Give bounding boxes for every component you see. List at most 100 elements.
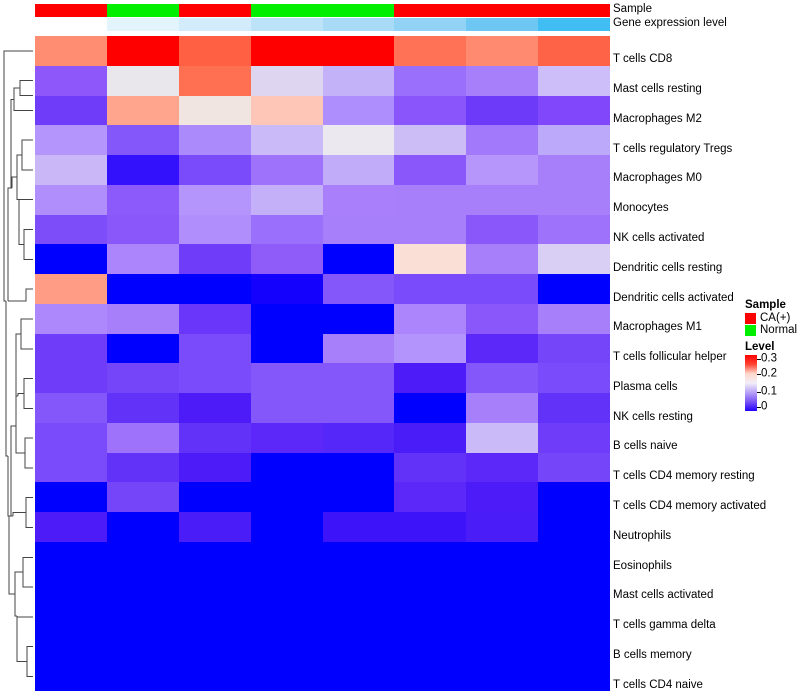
heatmap-row-label: Macrophages M2 — [613, 112, 702, 125]
heatmap-row — [35, 274, 610, 304]
heatmap-row-label: Dendritic cells resting — [613, 261, 723, 274]
heatmap-cell — [322, 631, 395, 662]
heatmap-cell — [250, 303, 323, 334]
heatmap-cell — [35, 333, 107, 364]
heatmap-cell — [250, 601, 323, 632]
level-tick-mark — [757, 392, 761, 394]
gene-expression-cell-7 — [466, 18, 539, 31]
gene-expression-cell-8 — [538, 18, 610, 31]
heatmap-cell — [178, 184, 251, 215]
heatmap-cell — [250, 244, 323, 275]
heatmap-cell — [250, 125, 323, 156]
sample-legend-item: Normal — [745, 324, 800, 336]
heatmap-cell — [394, 661, 467, 691]
heatmap-cell — [250, 452, 323, 483]
heatmap-cell — [106, 363, 179, 394]
heatmap-cell — [250, 661, 323, 691]
heatmap-row-label: T cells regulatory Tregs — [613, 142, 733, 155]
sample-annotation-cell-5 — [322, 4, 395, 17]
heatmap-cell — [394, 571, 467, 602]
heatmap-row — [35, 422, 610, 453]
heatmap-cell — [466, 274, 539, 304]
heatmap-cell — [250, 36, 323, 66]
heatmap-cell — [106, 155, 179, 185]
heatmap-cell — [466, 482, 539, 513]
heatmap-cell — [178, 452, 251, 483]
heatmap-cell — [106, 631, 179, 662]
heatmap-cell — [322, 95, 395, 126]
heatmap-cell — [538, 393, 610, 423]
heatmap-cell — [394, 333, 467, 364]
heatmap-cell — [322, 274, 395, 304]
heatmap-cell — [538, 125, 610, 156]
heatmap-cell — [35, 303, 107, 334]
sample-annotation-label: Sample — [613, 3, 652, 15]
heatmap-cell — [394, 363, 467, 394]
heatmap-row-label: Eosinophils — [613, 559, 672, 572]
heatmap-cell — [394, 393, 467, 423]
level-tick-mark — [757, 407, 761, 408]
heatmap-row-label: B cells memory — [613, 648, 692, 661]
heatmap-row-label: Dendritic cells activated — [613, 291, 734, 304]
gene-expression-cell-1 — [35, 18, 107, 31]
heatmap-cell — [322, 333, 395, 364]
heatmap-cell — [178, 303, 251, 334]
heatmap-cell — [538, 244, 610, 275]
heatmap-row — [35, 393, 610, 423]
sample-legend-label: Normal — [760, 324, 798, 336]
heatmap-cell — [178, 631, 251, 662]
level-tick-label: 0.1 — [761, 385, 777, 398]
legend-panel: Sample CA(+) Normal Level 0.3 0.2 0.1 0 — [745, 299, 800, 412]
heatmap-row — [35, 542, 610, 572]
heatmap-cell — [322, 184, 395, 215]
heatmap-cell — [466, 184, 539, 215]
heatmap-cell — [250, 274, 323, 304]
level-tick-label: 0.2 — [761, 366, 777, 379]
heatmap-cell — [178, 274, 251, 304]
heatmap-cell — [322, 512, 395, 543]
heatmap-cell — [250, 512, 323, 543]
heatmap-cell — [466, 452, 539, 483]
heatmap-cell — [394, 95, 467, 126]
heatmap-cell — [178, 393, 251, 423]
heatmap-cell — [322, 155, 395, 185]
heatmap-cell — [466, 303, 539, 334]
heatmap-cell — [178, 95, 251, 126]
heatmap-cell — [178, 363, 251, 394]
heatmap-cell — [178, 244, 251, 275]
heatmap-cell — [322, 571, 395, 602]
heatmap-row — [35, 333, 610, 364]
heatmap-cell — [106, 333, 179, 364]
sample-annotation-bar — [35, 4, 610, 17]
heatmap-cell — [322, 36, 395, 66]
level-tick-labels: 0.3 0.2 0.1 0 — [757, 353, 800, 412]
heatmap-cell — [322, 303, 395, 334]
heatmap-cell — [466, 214, 539, 245]
heatmap-cell — [106, 571, 179, 602]
heatmap-cell — [466, 363, 539, 394]
heatmap-cell — [538, 95, 610, 126]
heatmap-row-label: Macrophages M0 — [613, 172, 702, 185]
heatmap-cell — [35, 393, 107, 423]
heatmap-cell — [394, 512, 467, 543]
heatmap-cell — [106, 601, 179, 632]
heatmap-row-label: T cells CD8 — [613, 53, 673, 66]
heatmap-cell — [538, 65, 610, 96]
heatmap-cell — [178, 36, 251, 66]
heatmap-row-label: T cells CD4 naive — [613, 678, 703, 691]
heatmap-cell — [106, 303, 179, 334]
heatmap-row-label: T cells gamma delta — [613, 619, 716, 632]
heatmap-row — [35, 36, 610, 66]
heatmap-cell — [322, 125, 395, 156]
heatmap-cell — [394, 631, 467, 662]
heatmap-cell — [394, 274, 467, 304]
heatmap-cell — [466, 631, 539, 662]
heatmap-cell — [538, 661, 610, 691]
heatmap-cell — [35, 184, 107, 215]
heatmap-grid — [35, 36, 610, 691]
heatmap-row — [35, 95, 610, 126]
heatmap-cell — [178, 512, 251, 543]
heatmap-cell — [35, 601, 107, 632]
sample-annotation-cell-6 — [394, 4, 467, 17]
gene-expression-annotation-label: Gene expression level — [613, 17, 727, 29]
